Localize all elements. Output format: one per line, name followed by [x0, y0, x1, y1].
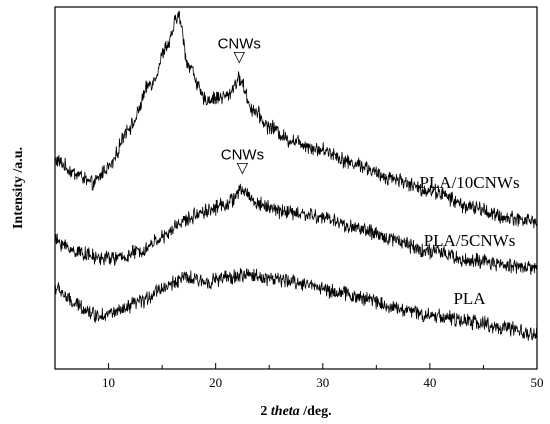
x-tick-label: 20 — [209, 375, 222, 390]
series-label: PLA — [453, 289, 486, 308]
x-tick-label: 50 — [531, 375, 544, 390]
series-layer — [54, 10, 538, 343]
peak-marker: ▽ — [237, 160, 249, 177]
peak-marker: ▽ — [172, 0, 184, 2]
series-line — [54, 268, 538, 343]
peak-label: CNWs — [218, 35, 261, 52]
series-line — [54, 10, 538, 229]
x-tick-label: 10 — [102, 375, 115, 390]
peak-label: CNWs — [221, 147, 264, 164]
annotation-layer: ▽PLA▽CNWs▽CNWs — [172, 0, 264, 177]
series-line — [54, 183, 538, 275]
y-axis-title: Intensity /a.u. — [11, 147, 26, 229]
peak-marker: ▽ — [233, 48, 245, 65]
x-tick-label: 40 — [423, 375, 436, 390]
x-axis-title: 2 theta /deg. — [260, 404, 331, 419]
plot-frame — [54, 6, 538, 370]
x-tick-label: 30 — [316, 375, 329, 390]
series-label: PLA/5CNWs — [424, 231, 516, 250]
series-label: PLA/10CNWs — [419, 173, 519, 192]
tick-layer: 10 20 30 40 50 — [54, 363, 544, 390]
series-label-layer: PLA/10CNWs PLA/5CNWs PLA — [419, 173, 519, 308]
